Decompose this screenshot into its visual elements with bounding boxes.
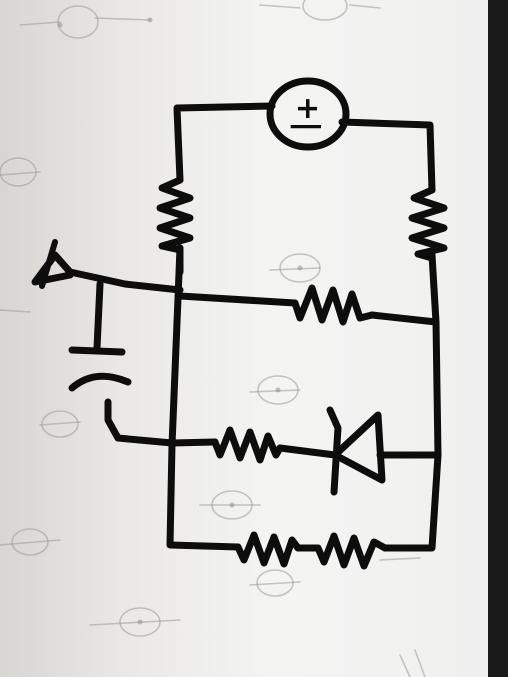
wire-ground-branch: [66, 268, 184, 294]
resistor-zigzag-icon: [211, 426, 284, 464]
capacitor-curved-plate: [68, 372, 132, 392]
wire-right-bus: [381, 318, 442, 552]
resistor-middle-rung: [291, 284, 376, 326]
wire-top: [173, 102, 276, 184]
capacitor-icon: [68, 346, 126, 356]
wire-middle-rung-right: [368, 311, 440, 326]
diode-icon: [331, 411, 386, 484]
resistor-zigzag-icon: [156, 176, 194, 254]
capacitor: [68, 346, 132, 392]
wire-lower-rung-mid: [276, 444, 339, 459]
resistor-lower-rung: [211, 426, 284, 464]
resistor-bottom-1: [234, 531, 302, 568]
paper-sheet: [0, 0, 490, 677]
voltage-source: +|: [266, 77, 350, 151]
resistor-zigzag-icon: [314, 532, 389, 570]
wire-right-upper: [428, 251, 440, 326]
desk-edge: [488, 0, 508, 677]
wire-cap-bottom: [104, 398, 176, 447]
wire-top-right: [338, 118, 436, 194]
resistor-zigzag-icon: [408, 186, 448, 262]
wire-lower-rung-left: [168, 438, 219, 447]
wire-middle-rung: [176, 292, 299, 307]
wire-cap-top: [93, 280, 104, 352]
circle-source-icon: [266, 77, 350, 151]
resistor-left-top: [156, 176, 194, 254]
source-label: +|: [290, 96, 325, 132]
resistor-zigzag-icon: [291, 284, 376, 326]
ground-plate: [39, 239, 58, 289]
diode-bar: [326, 406, 342, 496]
resistor-zigzag-icon: [234, 531, 302, 568]
ground: [31, 239, 74, 289]
wires: [66, 102, 442, 552]
resistor-right-top: [408, 186, 448, 262]
resistor-bottom-2: [314, 532, 389, 570]
diode: [326, 406, 386, 496]
bleed-through-marks: [0, 0, 426, 677]
